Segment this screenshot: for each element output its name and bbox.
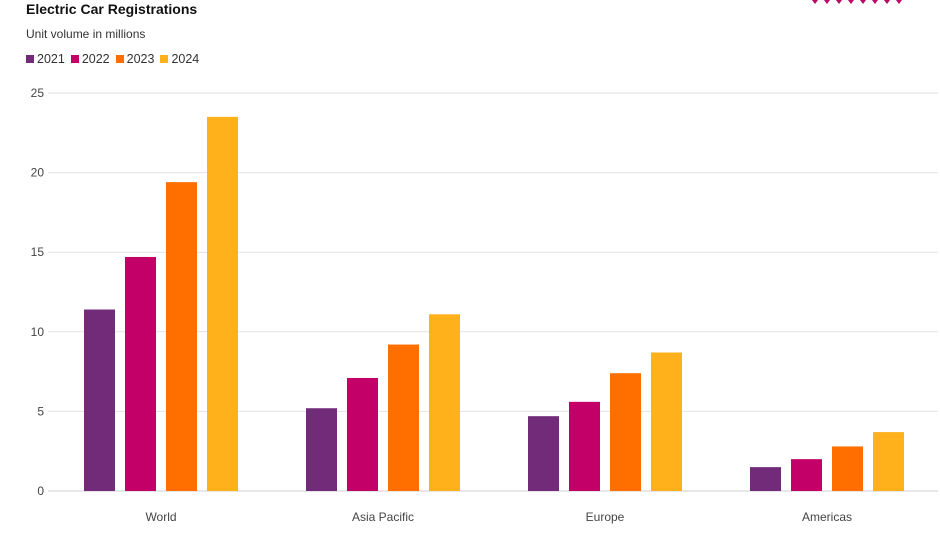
bar-2022-americas — [791, 459, 822, 491]
bar-2023-americas — [832, 446, 863, 491]
decorative-triangle-icon — [896, 0, 902, 4]
decorative-triangle-icon — [836, 0, 842, 4]
decorative-triangle-icon — [848, 0, 854, 4]
bar-2023-europe — [610, 373, 641, 491]
bar-2021-world — [84, 309, 115, 491]
y-tick-label: 15 — [31, 245, 45, 259]
x-tick-label: World — [145, 510, 176, 524]
bar-2024-world — [207, 116, 238, 491]
legend-swatch-2023 — [115, 55, 124, 63]
y-tick-label: 20 — [31, 166, 45, 180]
bar-2021-asia-pacific — [306, 408, 337, 491]
bar-2022-asia-pacific — [347, 377, 378, 491]
bar-2023-asia-pacific — [388, 344, 419, 491]
legend-label-2022: 2022 — [81, 52, 110, 66]
y-tick-label: 0 — [37, 484, 44, 498]
decorative-triangle-icon — [860, 0, 866, 4]
decorative-triangle-icon — [872, 0, 878, 4]
legend-label-2024: 2024 — [171, 52, 200, 66]
bar-2022-europe — [569, 401, 600, 491]
decorative-triangle-icon — [824, 0, 830, 4]
chart-title: Electric Car Registrations — [26, 1, 198, 17]
bar-2023-world — [166, 182, 197, 492]
bar-2024-europe — [651, 352, 682, 491]
legend-swatch-2021 — [26, 55, 34, 63]
bar-2021-americas — [750, 467, 781, 491]
legend-item-2023: 2023 — [115, 52, 155, 66]
bar-2024-asia-pacific — [429, 314, 460, 491]
legend-label-2021: 2021 — [37, 52, 65, 66]
legend-swatch-2024 — [160, 55, 169, 63]
x-tick-label: Europe — [586, 510, 625, 524]
x-tick-label: Americas — [802, 510, 852, 524]
chart-subtitle: Unit volume in millions — [26, 27, 146, 41]
y-tick-label: 5 — [37, 404, 44, 418]
legend: 2021 2022 2023 2024 — [26, 52, 205, 66]
decorative-triangle-icon — [812, 0, 818, 4]
legend-swatch-2022 — [70, 55, 79, 63]
legend-item-2021: 2021 — [26, 52, 65, 66]
bar-2022-world — [125, 256, 156, 491]
decorative-triangles-icon — [812, 0, 902, 4]
x-tick-label: Asia Pacific — [352, 510, 414, 524]
decorative-triangle-icon — [884, 0, 890, 4]
bar-2024-americas — [873, 432, 904, 491]
y-tick-label: 25 — [31, 86, 45, 100]
bar-2021-europe — [528, 416, 559, 491]
legend-label-2023: 2023 — [126, 52, 155, 66]
legend-item-2022: 2022 — [70, 52, 110, 66]
y-tick-label: 10 — [31, 325, 45, 339]
legend-item-2024: 2024 — [160, 52, 199, 66]
